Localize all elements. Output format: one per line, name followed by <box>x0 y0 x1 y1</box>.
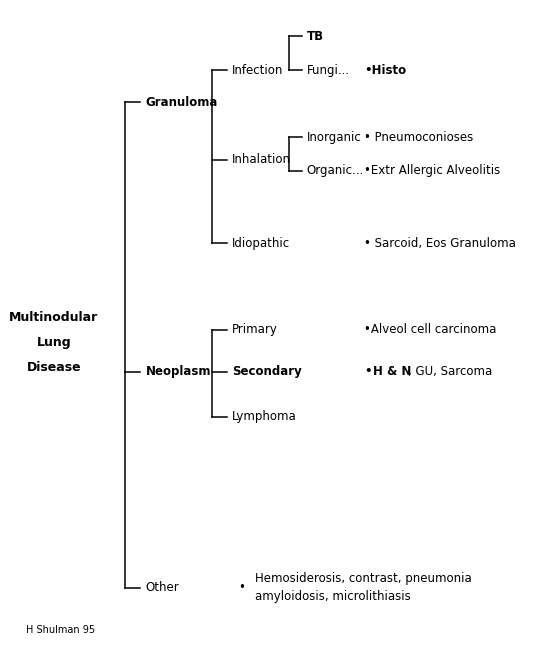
Text: •Histo: •Histo <box>364 63 406 76</box>
Text: Granuloma: Granuloma <box>145 96 218 109</box>
Text: Organic...: Organic... <box>307 164 364 177</box>
Text: •: • <box>364 365 372 378</box>
Text: Other: Other <box>145 581 179 595</box>
Text: Fungi...: Fungi... <box>307 63 350 76</box>
Text: Neoplasm: Neoplasm <box>145 365 211 378</box>
Text: Infection: Infection <box>232 63 283 76</box>
Text: •Alveol cell carcinoma: •Alveol cell carcinoma <box>364 324 497 336</box>
Text: H Shulman 95: H Shulman 95 <box>26 624 95 635</box>
Text: , GU, Sarcoma: , GU, Sarcoma <box>408 365 492 378</box>
Text: Inhalation: Inhalation <box>232 153 291 166</box>
Text: •: • <box>239 581 246 595</box>
Text: Multinodular
Lung
Disease: Multinodular Lung Disease <box>9 311 98 374</box>
Text: H & N: H & N <box>373 365 412 378</box>
Text: Idiopathic: Idiopathic <box>232 237 290 250</box>
Text: • Sarcoid, Eos Granuloma: • Sarcoid, Eos Granuloma <box>364 237 516 250</box>
Text: Lymphoma: Lymphoma <box>232 410 296 423</box>
Text: Hemosiderosis, contrast, pneumonia
amyloidosis, microlithiasis: Hemosiderosis, contrast, pneumonia amylo… <box>255 573 472 603</box>
Text: •Extr Allergic Alveolitis: •Extr Allergic Alveolitis <box>364 164 501 177</box>
Text: Secondary: Secondary <box>232 365 302 378</box>
Text: TB: TB <box>307 30 324 43</box>
Text: Inorganic: Inorganic <box>307 131 361 144</box>
Text: • Pneumoconioses: • Pneumoconioses <box>364 131 473 144</box>
Text: Primary: Primary <box>232 324 278 336</box>
